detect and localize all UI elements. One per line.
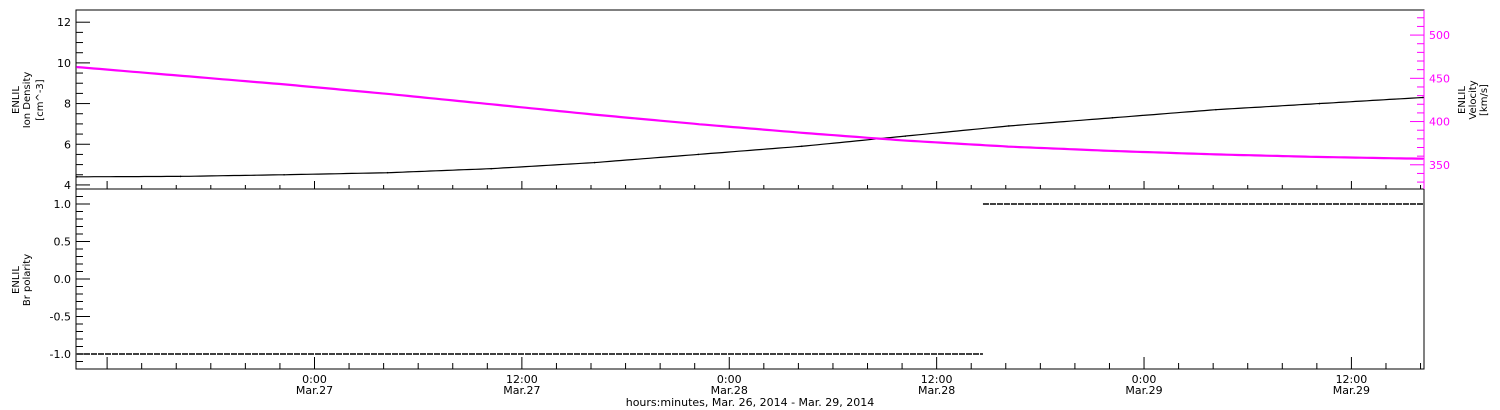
- bottom-ylabel: ENLIL Br polarity: [11, 254, 33, 306]
- data-point: [1111, 117, 1114, 119]
- data-point: [386, 171, 389, 174]
- y-left-tick-label: 12: [57, 16, 71, 29]
- series-line: [77, 96, 1424, 178]
- data-point: [1215, 153, 1217, 156]
- x-tick-date-label: Mar.28: [711, 384, 748, 397]
- y-right-tick-label: 350: [1429, 159, 1450, 172]
- ylabel-right-line1: ENLIL: [1457, 86, 1468, 114]
- data-point: [904, 135, 907, 137]
- y-left-tick-label: 10: [57, 57, 71, 70]
- data-point: [1215, 108, 1217, 111]
- top-left-ylabel: ENLIL Ion Density [cm^-3]: [11, 72, 46, 129]
- series-br-polarity: [77, 203, 1423, 355]
- x-axis-title: hours:minutes, Mar. 26, 2014 - Mar. 29, …: [626, 396, 875, 409]
- x-tick-date-label: Mar.28: [918, 384, 955, 397]
- data-point: [1111, 150, 1114, 152]
- data-point: [179, 175, 182, 178]
- x-tick-time-label: 12:00: [506, 373, 538, 386]
- ylabel-left-line3: [cm^-3]: [35, 79, 46, 120]
- data-point: [1008, 145, 1010, 148]
- x-tick-time-label: 12:00: [921, 373, 953, 386]
- top-panel-frame: [75, 9, 1425, 190]
- ylabel-left-line2: Ion Density: [22, 72, 33, 129]
- data-point: [179, 74, 182, 77]
- x-tick-time-label: 0:00: [302, 373, 327, 386]
- x-tick-time-label: 0:00: [1132, 373, 1157, 386]
- x-tick-date-label: Mar.29: [1333, 384, 1370, 397]
- data-point: [800, 145, 803, 148]
- ylabel-left-line1: ENLIL: [11, 86, 22, 114]
- data-point: [490, 103, 492, 106]
- top-right-ylabel: ENLIL Velocity [km/s]: [1457, 80, 1490, 119]
- labels-layer: 0:00Mar.2712:00Mar.270:00Mar.2812:00Mar.…: [50, 16, 1450, 397]
- data-point: [593, 161, 596, 164]
- data-point: [283, 173, 285, 176]
- data-point: [697, 123, 700, 125]
- ylabel-bottom-line2: Br polarity: [22, 254, 33, 306]
- data-point: [1422, 96, 1424, 99]
- ticks-layer: [76, 10, 1425, 369]
- data-point: [1318, 156, 1321, 158]
- y-right-tick-label: 450: [1429, 72, 1450, 85]
- data-point: [386, 93, 389, 95]
- x-tick-time-label: 12:00: [1336, 373, 1368, 386]
- y-bottom-tick-label: -0.5: [50, 311, 71, 324]
- x-tick-date-label: Mar.27: [503, 384, 540, 397]
- x-tick-time-label: 0:00: [717, 373, 742, 386]
- series-ion-density: [76, 96, 1424, 178]
- y-left-tick-label: 6: [64, 138, 71, 151]
- y-bottom-tick-label: 0.0: [54, 273, 72, 286]
- data-point: [1422, 157, 1424, 160]
- bottom-panel-frame: [75, 188, 1425, 370]
- y-bottom-tick-label: 0.5: [54, 236, 72, 249]
- y-right-tick-label: 500: [1429, 29, 1450, 42]
- data-point: [76, 66, 78, 68]
- data-point: [904, 139, 907, 142]
- data-point: [76, 175, 78, 178]
- data-layer: [76, 66, 1424, 355]
- data-point: [1318, 102, 1321, 105]
- x-tick-date-label: Mar.27: [296, 384, 333, 397]
- ylabel-right-line3: [km/s]: [1479, 84, 1490, 116]
- x-tick-date-label: Mar.29: [1125, 384, 1162, 397]
- data-point: [697, 153, 700, 156]
- y-bottom-tick-label: -1.0: [50, 348, 71, 361]
- series-line: [76, 66, 1424, 160]
- data-point: [593, 113, 596, 116]
- ylabel-bottom-line1: ENLIL: [11, 266, 22, 294]
- y-bottom-tick-label: 1.0: [54, 198, 72, 211]
- y-left-tick-label: 4: [64, 179, 71, 192]
- y-left-tick-label: 8: [64, 98, 71, 111]
- ylabel-right-line2: Velocity: [1468, 80, 1479, 119]
- y-right-tick-label: 400: [1429, 116, 1450, 129]
- data-point: [800, 131, 803, 134]
- series-velocity: [76, 66, 1424, 160]
- data-point: [1008, 125, 1010, 127]
- data-point: [490, 167, 492, 170]
- data-point: [283, 83, 285, 86]
